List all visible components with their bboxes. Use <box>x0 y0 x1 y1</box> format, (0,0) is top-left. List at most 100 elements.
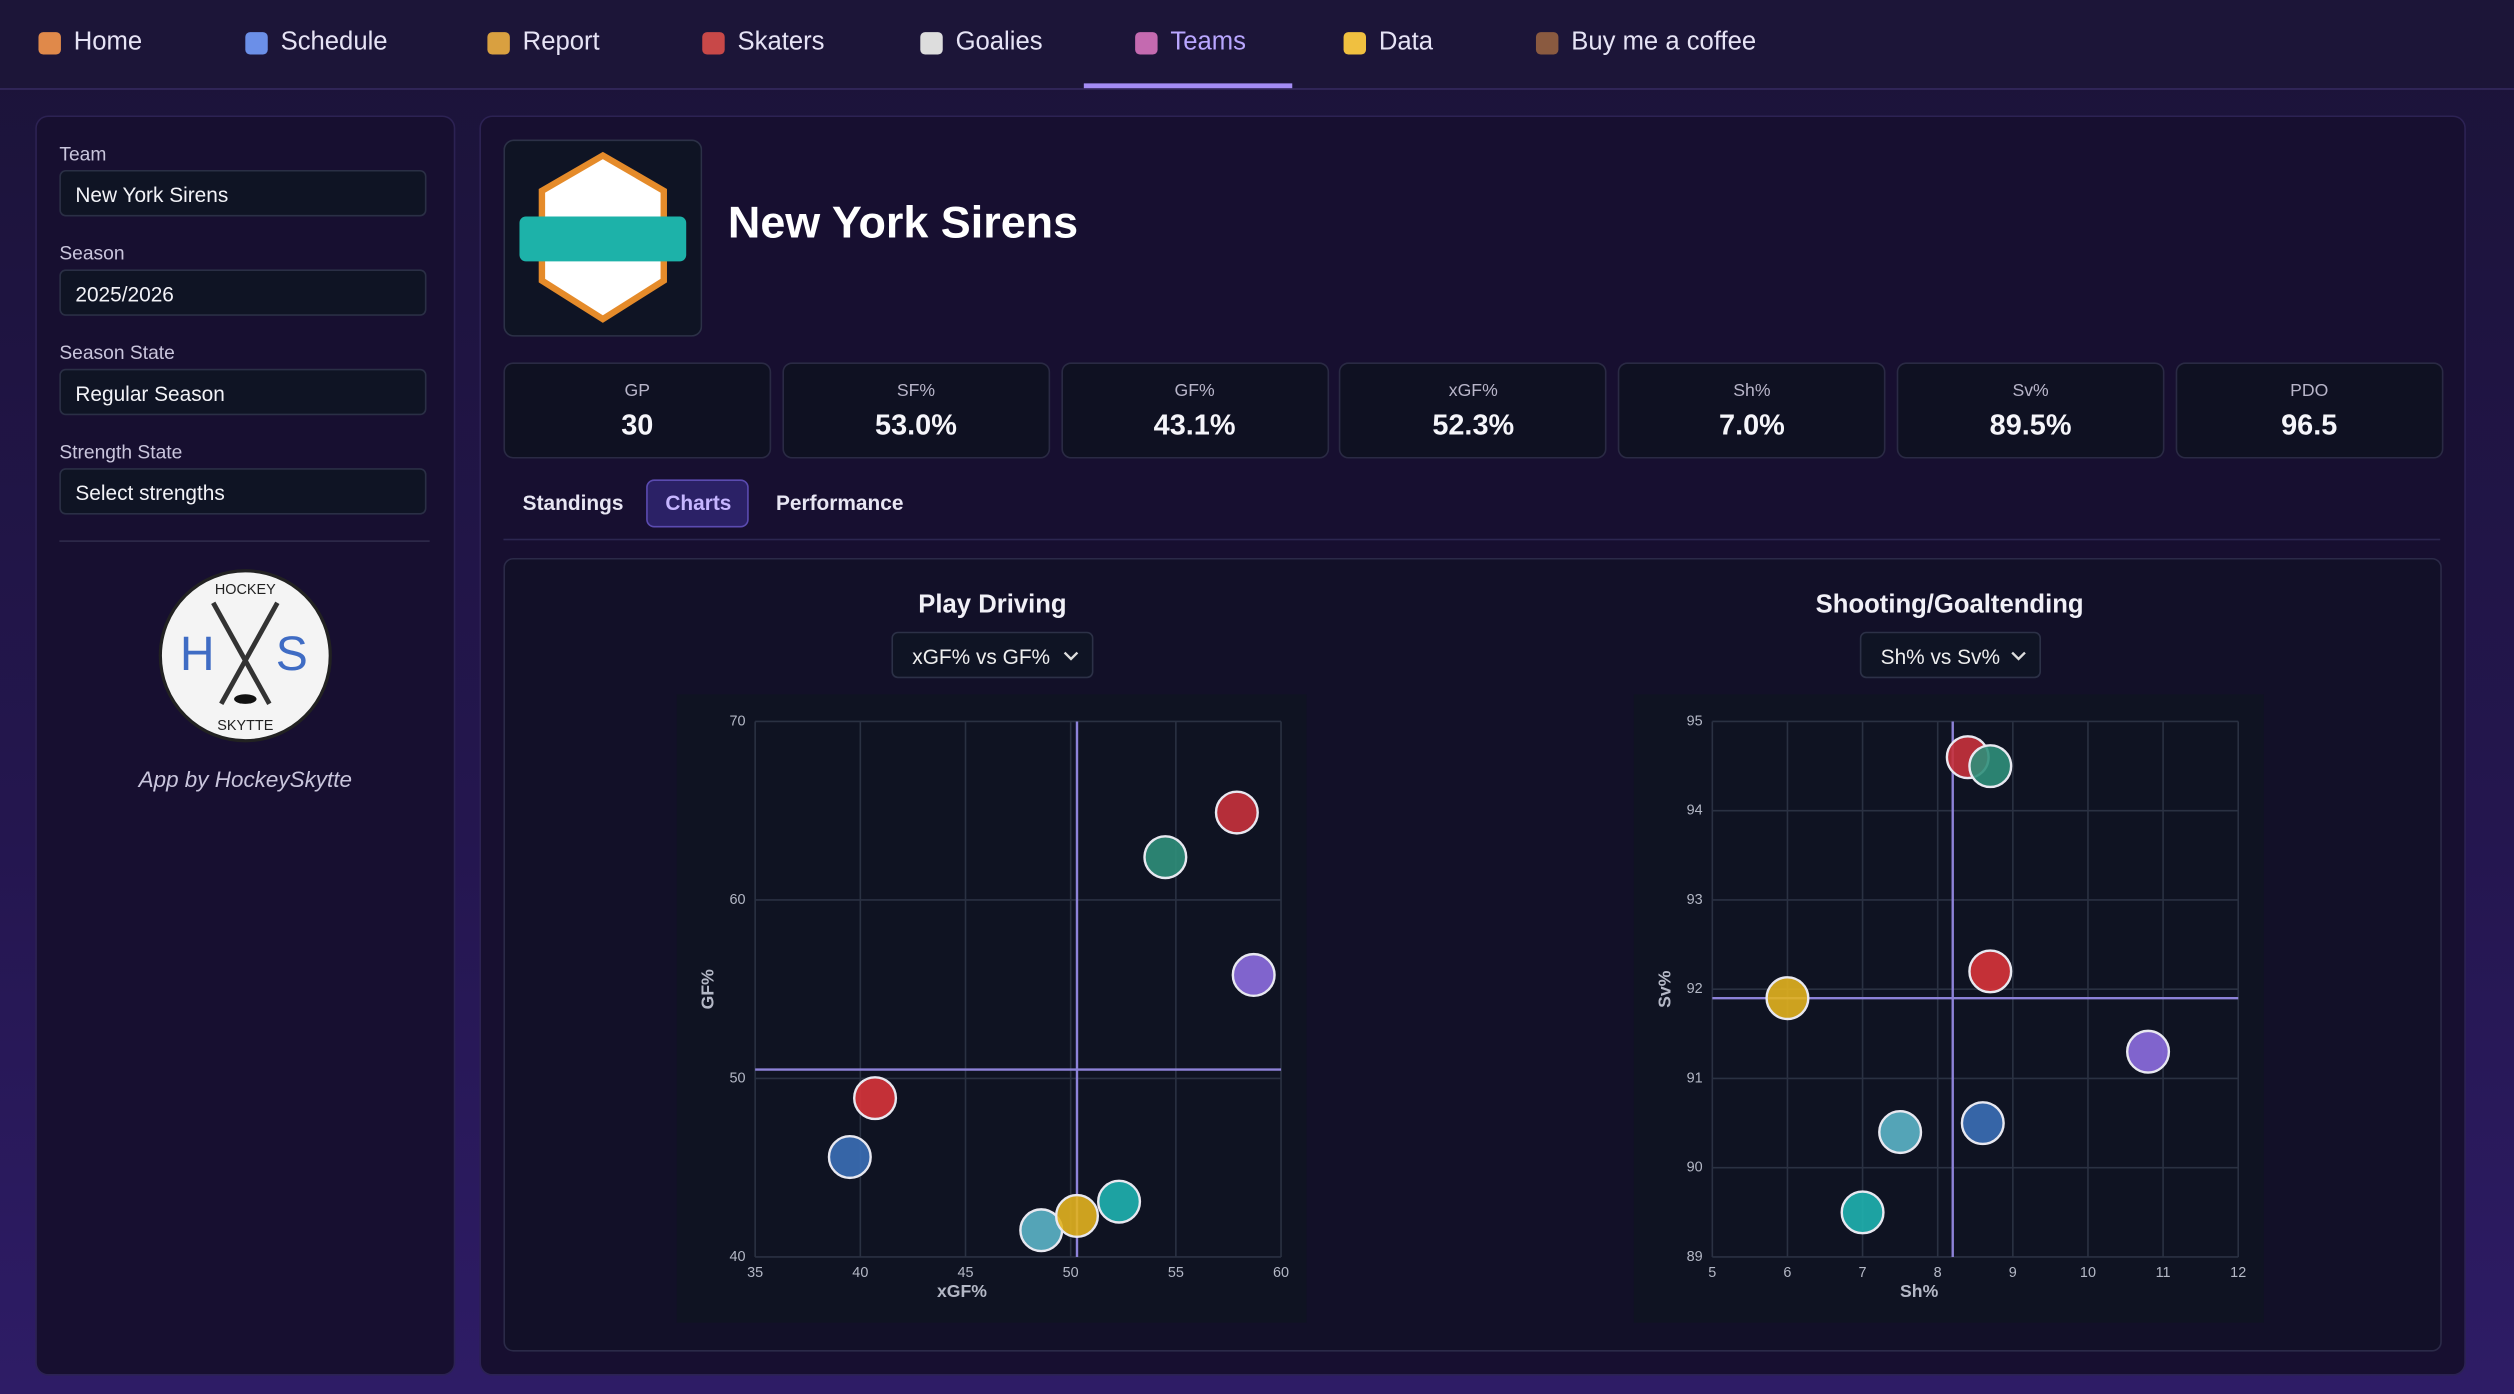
x-tick-label: 11 <box>2156 1265 2171 1281</box>
credit: App by HockeySkytte <box>138 766 352 793</box>
y-axis-label: Sv% <box>1654 970 1674 1008</box>
chevron <box>2011 651 2026 661</box>
nav-item[interactable]: Skaters <box>702 29 824 58</box>
stat-card: SF% 53.0% <box>782 362 1050 459</box>
y-tick-label: 95 <box>1687 713 1703 729</box>
nav-icon <box>702 32 725 55</box>
chevron <box>1063 651 1079 661</box>
nav-label: Buy me a coffee <box>1571 28 1757 57</box>
stat-label: Sv% <box>2012 381 2049 401</box>
team-point <box>1968 949 2013 994</box>
chart-select[interactable]: Sh% vs Sv% <box>1859 631 2042 679</box>
team-point <box>1960 1101 2005 1146</box>
chevron-path <box>1063 651 1079 661</box>
team-name: New York Sirens <box>727 197 1079 247</box>
field-label: Team <box>59 142 107 166</box>
x-tick-label: 55 <box>1168 1265 1184 1281</box>
nav-item[interactable]: Goalies <box>920 28 1043 58</box>
x-axis-label: Sh% <box>1900 1281 1939 1301</box>
x-tick-label: 6 <box>1783 1265 1791 1281</box>
x-tick-label: 8 <box>1934 1265 1942 1281</box>
stick <box>211 601 272 706</box>
puck <box>234 694 257 704</box>
team-point <box>1054 1193 1100 1238</box>
field-input[interactable]: Regular Season <box>59 368 427 416</box>
team-point <box>1968 744 2013 789</box>
nav-label: Skaters <box>737 28 825 57</box>
nav-icon <box>38 32 61 55</box>
y-tick-label: 70 <box>730 713 746 729</box>
chart-select[interactable]: xGF% vs GF% <box>891 631 1094 679</box>
stat-label: SF% <box>896 381 936 401</box>
tab[interactable]: Charts <box>665 490 732 515</box>
stat-value: 52.3% <box>1432 408 1515 441</box>
team-point <box>1231 952 1276 998</box>
nav-item[interactable]: Home <box>38 29 142 58</box>
nav-icon <box>487 32 510 55</box>
nav-icon <box>1343 32 1367 55</box>
stick <box>219 601 280 706</box>
select-value: xGF% vs GF% <box>912 644 1051 669</box>
field-label: Season State <box>59 341 175 364</box>
nav-icon <box>1535 32 1559 55</box>
x-tick-label: 50 <box>1063 1265 1079 1281</box>
stat-label: GP <box>624 381 651 401</box>
field-label: Strength State <box>59 440 183 464</box>
y-tick-label: 91 <box>1687 1070 1703 1086</box>
team-point <box>2126 1029 2171 1074</box>
team-logo <box>503 139 703 337</box>
plot-background <box>1633 694 2264 1323</box>
field-input[interactable]: New York Sirens <box>59 169 427 217</box>
nav-icon <box>1135 32 1158 55</box>
x-tick-label: 12 <box>2230 1265 2246 1281</box>
y-tick-label: 93 <box>1687 892 1703 908</box>
team-point <box>1765 976 1810 1021</box>
stat-value: 30 <box>621 408 654 441</box>
tab[interactable]: Standings <box>522 490 624 515</box>
chart-title: Play Driving <box>918 591 1067 619</box>
tab[interactable]: Performance <box>775 490 904 515</box>
nav-label: Goalies <box>955 28 1043 57</box>
logo-text: H <box>180 627 215 681</box>
x-tick-label: 9 <box>2009 1265 2017 1281</box>
x-tick-label: 45 <box>957 1265 973 1281</box>
stat-label: xGF% <box>1448 381 1498 401</box>
nav-icon <box>245 32 268 55</box>
nav-item[interactable]: Schedule <box>245 29 388 58</box>
y-tick-label: 89 <box>1687 1249 1703 1265</box>
stat-value: 43.1% <box>1153 408 1236 441</box>
stat-card: GP 30 <box>503 362 772 459</box>
team-point <box>1840 1190 1885 1235</box>
nav-label: Data <box>1378 28 1434 57</box>
logo-text: SKYTTE <box>217 718 273 734</box>
nav-item[interactable]: Teams <box>1135 29 1246 58</box>
x-tick-label: 5 <box>1708 1265 1716 1281</box>
team-point <box>1143 835 1188 880</box>
nav-item[interactable]: Data <box>1343 28 1434 58</box>
select-value: Sh% vs Sv% <box>1880 644 2000 669</box>
field-input[interactable]: Select strengths <box>59 468 427 515</box>
stat-label: GF% <box>1174 381 1215 401</box>
stat-value: 53.0% <box>875 408 957 441</box>
stat-card: Sh% 7.0% <box>1618 362 1886 459</box>
y-tick-label: 92 <box>1687 981 1703 997</box>
active-underline <box>1083 83 1293 89</box>
y-axis-label: GF% <box>697 969 717 1009</box>
team-point <box>827 1134 872 1180</box>
x-axis-label: xGF% <box>937 1281 987 1301</box>
nav-item[interactable]: Report <box>487 28 600 58</box>
stat-card: Sv% 89.5% <box>1896 362 2165 459</box>
y-tick-label: 94 <box>1687 803 1703 819</box>
y-tick-label: 60 <box>730 892 746 908</box>
nav-icon <box>920 32 943 55</box>
y-tick-label: 90 <box>1687 1160 1703 1176</box>
nav-item[interactable]: Buy me a coffee <box>1535 28 1757 58</box>
x-tick-label: 40 <box>852 1265 868 1281</box>
nav-label: Report <box>522 28 600 57</box>
plot-background <box>676 694 1307 1323</box>
field-input[interactable]: 2025/2026 <box>59 269 427 316</box>
team-point <box>1878 1109 1923 1155</box>
nav-bar <box>0 0 2514 90</box>
